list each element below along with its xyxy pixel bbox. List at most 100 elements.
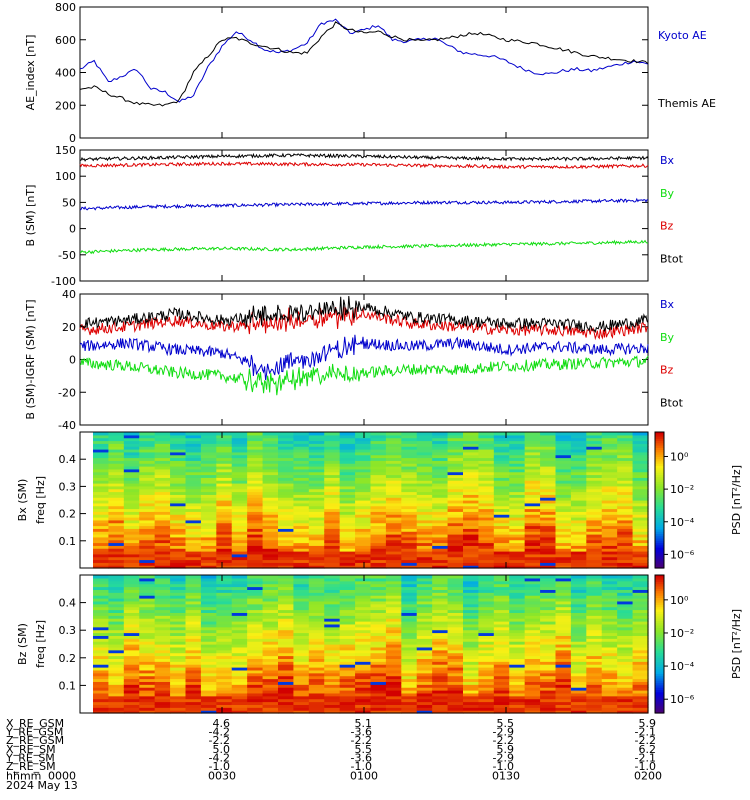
- spectrogram-cell: [370, 542, 387, 546]
- spectrogram-cell: [170, 522, 187, 527]
- ephemeris-value: 4.6: [213, 717, 231, 730]
- spectrogram-cell: [601, 575, 618, 579]
- colorbar-swatch: [655, 694, 664, 698]
- spectrogram-cell: [293, 698, 310, 703]
- spectrogram-cell: [478, 626, 495, 631]
- spectrogram-cell: [632, 606, 649, 611]
- spectrogram-cell: [416, 446, 433, 450]
- colorbar-swatch: [655, 515, 664, 519]
- spectrogram-cell: [385, 559, 402, 563]
- spectrogram-cell: [463, 635, 480, 639]
- spectrogram-cell: [93, 618, 110, 622]
- spectrogram-cell: [509, 600, 526, 605]
- spectrogram-cell: [93, 589, 110, 593]
- spectrogram-cell: [139, 664, 156, 668]
- spectrogram-cell: [262, 497, 279, 501]
- spectrogram-cell: [231, 485, 248, 490]
- spectrogram-cell: [123, 505, 140, 510]
- legend-entry: By: [660, 331, 675, 344]
- spectrogram-cell: [447, 522, 464, 527]
- spectrogram-cell: [247, 497, 264, 501]
- colorbar-swatch: [655, 595, 664, 599]
- spectrogram-cell: [493, 514, 510, 518]
- spectrogram-cell: [139, 474, 156, 478]
- spectrogram-cell: [463, 556, 480, 561]
- spectrogram-cell: [493, 534, 510, 538]
- spectrogram-cell: [262, 542, 279, 546]
- spectrogram-cell: [509, 646, 526, 651]
- spectrogram-cell: [478, 681, 495, 685]
- spectrogram-cell: [293, 606, 310, 611]
- spectrogram-cell: [555, 684, 572, 688]
- spectrogram-cell: [308, 525, 325, 529]
- spectrogram-cell: [416, 632, 433, 636]
- spectrogram-cell: [262, 618, 279, 622]
- spectrogram-cell: [432, 451, 449, 456]
- spectrogram-cell: [524, 553, 541, 558]
- spectrogram-cell: [463, 615, 480, 619]
- spectrogram-cell: [463, 449, 480, 453]
- spectrogram-cell: [493, 606, 510, 611]
- spectrogram-cell: [416, 600, 433, 605]
- spectrogram-cell: [200, 635, 217, 639]
- spectrogram-cell: [93, 707, 110, 711]
- spectrogram-cell: [278, 632, 295, 636]
- spectrogram-cell: [401, 474, 418, 478]
- spectrogram-cell: [601, 612, 618, 616]
- spectrogram-cell: [570, 488, 587, 493]
- spectrogram-cell: [370, 443, 387, 447]
- spectrogram-cell: [555, 675, 572, 680]
- spectrogram-cell: [524, 522, 541, 527]
- spectrogram-cell: [416, 675, 433, 680]
- spectrogram-cell: [93, 681, 110, 685]
- spectrogram-cell: [447, 517, 464, 521]
- spectrogram-cell: [370, 646, 387, 651]
- spectrogram-cell: [524, 500, 541, 504]
- spectrogram-cell: [139, 534, 156, 538]
- spectrogram-cell: [123, 692, 140, 697]
- spectrogram-cell: [555, 701, 572, 705]
- spectrogram-cell: [262, 580, 279, 585]
- spectrogram-cell: [385, 589, 402, 593]
- spectrogram-cell: [617, 519, 634, 524]
- spectrogram-cell: [570, 474, 587, 478]
- colorbar-swatch: [655, 588, 664, 592]
- spectrogram-cell: [200, 457, 217, 461]
- spectrogram-cell: [540, 692, 557, 697]
- spectrogram-cell: [324, 437, 341, 442]
- spectrogram-cell: [570, 562, 587, 566]
- spectrogram-cell: [262, 575, 279, 579]
- spectrogram-cell: [601, 672, 618, 677]
- spectrogram-cell: [170, 457, 187, 461]
- spectrogram-cell: [293, 528, 310, 532]
- spectrogram-cell: [170, 468, 187, 473]
- spectrogram-cell: [123, 687, 140, 691]
- spectrogram-cell: [555, 586, 572, 590]
- spectrogram-cell: [463, 598, 480, 602]
- spectrogram-cell: [262, 695, 279, 700]
- spectrogram-cell: [278, 575, 295, 579]
- spectrogram-cell: [432, 556, 449, 561]
- spectrogram-cell: [416, 517, 433, 521]
- spectrogram-cell: [617, 704, 634, 708]
- spectrogram-cell: [416, 485, 433, 490]
- spectrogram-cell: [632, 623, 649, 628]
- spectrogram-cell: [139, 704, 156, 708]
- spectrogram-cell: [293, 477, 310, 481]
- spectrogram-cell: [586, 698, 603, 703]
- spectrogram-cell: [385, 687, 402, 691]
- spectrogram-cell: [632, 641, 649, 645]
- spectrogram-cell: [108, 508, 125, 512]
- spectrogram-cell: [139, 466, 156, 470]
- spectrogram-cell: [216, 525, 233, 529]
- spectrogram-cell: [370, 505, 387, 510]
- spectrogram-cell: [339, 586, 356, 590]
- spectrogram-cell: [262, 471, 279, 476]
- spectrogram-cell: [154, 649, 171, 654]
- spectrogram-cell: [416, 586, 433, 590]
- colorbar-swatch: [655, 575, 664, 578]
- spectrogram-cell: [601, 580, 618, 585]
- spectrogram-cell: [231, 528, 248, 532]
- spectrogram-cell: [401, 553, 418, 558]
- y-tick-label: -20: [58, 386, 76, 399]
